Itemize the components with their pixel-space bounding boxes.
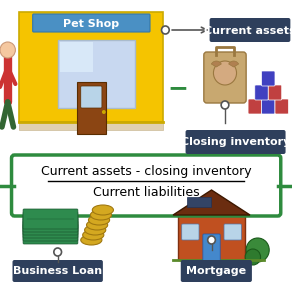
Circle shape — [246, 238, 269, 262]
FancyBboxPatch shape — [178, 215, 245, 260]
FancyBboxPatch shape — [81, 86, 102, 108]
Ellipse shape — [81, 235, 102, 245]
Ellipse shape — [92, 205, 113, 215]
FancyBboxPatch shape — [60, 42, 93, 72]
FancyBboxPatch shape — [248, 99, 261, 114]
FancyBboxPatch shape — [204, 52, 246, 103]
FancyBboxPatch shape — [185, 130, 285, 154]
FancyBboxPatch shape — [224, 224, 241, 240]
FancyBboxPatch shape — [182, 224, 199, 240]
Wedge shape — [211, 61, 221, 67]
FancyBboxPatch shape — [261, 71, 275, 86]
FancyBboxPatch shape — [23, 215, 78, 235]
FancyBboxPatch shape — [12, 155, 281, 216]
FancyBboxPatch shape — [23, 221, 78, 241]
Circle shape — [102, 110, 106, 114]
Ellipse shape — [90, 210, 112, 220]
Circle shape — [245, 249, 261, 265]
FancyBboxPatch shape — [188, 197, 211, 207]
Circle shape — [0, 42, 16, 58]
Text: Current assets - closing inventory: Current assets - closing inventory — [41, 166, 251, 179]
Ellipse shape — [88, 215, 110, 225]
Circle shape — [213, 61, 237, 85]
FancyBboxPatch shape — [19, 12, 164, 122]
Text: Mortgage: Mortgage — [186, 266, 247, 276]
FancyBboxPatch shape — [23, 209, 78, 229]
Circle shape — [54, 248, 61, 256]
FancyBboxPatch shape — [19, 122, 164, 130]
FancyBboxPatch shape — [23, 224, 78, 244]
FancyBboxPatch shape — [12, 260, 103, 282]
Text: Closing inventory: Closing inventory — [181, 137, 290, 147]
FancyBboxPatch shape — [77, 82, 106, 134]
Text: Current assets: Current assets — [204, 26, 296, 36]
FancyBboxPatch shape — [58, 40, 135, 108]
Ellipse shape — [85, 225, 106, 235]
Text: Current liabilities: Current liabilities — [93, 186, 199, 200]
Circle shape — [221, 101, 229, 109]
FancyBboxPatch shape — [203, 234, 220, 261]
FancyBboxPatch shape — [275, 99, 288, 114]
FancyBboxPatch shape — [255, 85, 268, 100]
Text: Pet Shop: Pet Shop — [63, 19, 119, 29]
Polygon shape — [173, 190, 250, 215]
Wedge shape — [229, 61, 239, 67]
FancyBboxPatch shape — [23, 212, 78, 232]
Text: Business Loan: Business Loan — [13, 266, 102, 276]
Circle shape — [208, 236, 215, 244]
Circle shape — [161, 26, 169, 34]
Ellipse shape — [83, 230, 104, 240]
FancyBboxPatch shape — [33, 14, 150, 32]
Text: −: − — [168, 76, 188, 100]
FancyBboxPatch shape — [181, 260, 252, 282]
FancyBboxPatch shape — [23, 218, 78, 238]
FancyBboxPatch shape — [261, 99, 275, 114]
Ellipse shape — [87, 220, 108, 230]
FancyBboxPatch shape — [209, 18, 290, 42]
FancyBboxPatch shape — [268, 85, 282, 100]
